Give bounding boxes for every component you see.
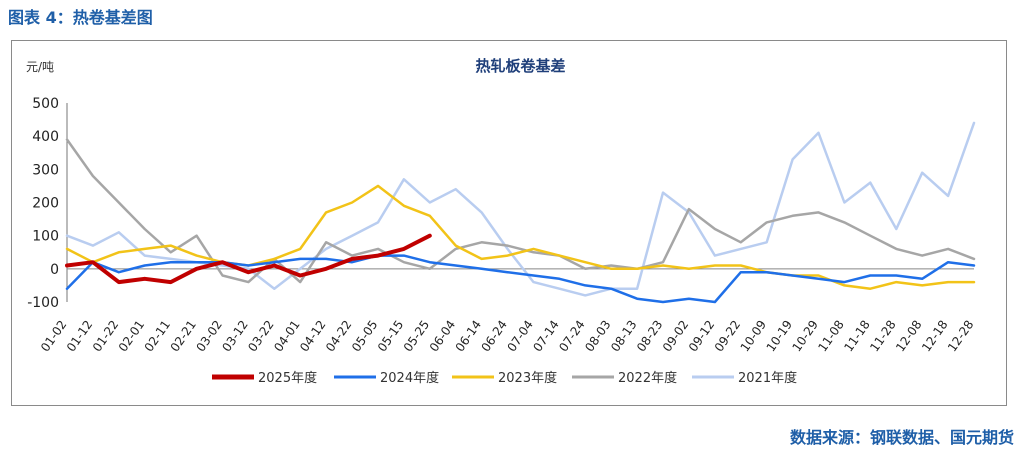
x-tick-label: 12-28 [945,318,976,355]
series-line [65,233,432,285]
x-tick-label: 05-05 [349,318,380,355]
legend-label: 2023年度 [498,370,557,386]
legend-label: 2021年度 [738,370,797,386]
x-tick-label: 05-15 [375,318,406,355]
series-line [65,121,976,297]
x-tick-label: 03-12 [219,318,250,355]
x-tick-label: 06-24 [479,318,510,355]
y-tick-label: 500 [32,96,59,112]
series-line [65,138,976,284]
x-tick-label: 12-18 [919,318,950,355]
x-tick-label: 08-13 [608,318,639,355]
chart-frame: 热轧板卷基差 元/吨 -100 0 100 200 300 400 500 01-02 01-12 0… [11,40,1007,406]
x-tick-label: 10-09 [738,318,769,355]
legend-label: 2024年度 [380,370,439,386]
y-tick-label: -100 [27,295,59,311]
x-tick-label: 09-02 [660,318,691,355]
x-tick-label: 07-14 [530,318,561,355]
x-tick-label: 04-12 [297,318,328,355]
y-tick-label: 400 [32,129,59,145]
chart-title: 热轧板卷基差 [475,57,565,75]
x-tick-label: 09-22 [712,318,743,355]
x-tick-label: 10-19 [764,318,795,355]
y-tick-label: 100 [32,229,59,245]
y-tick-label: 300 [32,162,59,178]
x-tick-label: 06-04 [427,318,458,355]
x-tick-label: 01-12 [64,318,95,355]
x-tick-label: 02-11 [142,318,173,355]
x-tick-label: 11-18 [841,318,872,355]
legend-label: 2022年度 [618,370,677,386]
x-tick-label: 04-22 [323,318,354,355]
x-tick-label: 08-03 [582,318,613,355]
x-tick-label: 09-12 [686,318,717,355]
x-tick-label: 11-08 [815,318,846,355]
x-tick-label: 08-23 [634,318,665,355]
legend-label: 2025年度 [258,370,317,386]
source-note: 数据来源：钢联数据、国元期货 [789,428,1014,447]
y-tick-label: 200 [32,196,59,212]
x-tick-label: 11-28 [867,318,898,355]
x-tick-label: 04-01 [271,318,302,355]
x-tick-label: 07-24 [556,318,587,355]
y-tick-label: 0 [50,262,59,278]
x-tick-label: 01-02 [38,318,69,355]
x-tick-label: 02-21 [168,318,199,355]
x-tick-label: 07-04 [504,318,535,355]
y-axis-label: 元/吨 [26,60,54,74]
series-line [65,254,976,304]
x-tick-label: 02-01 [116,318,147,355]
x-tick-label: 01-22 [90,318,121,355]
x-tick-label: 12-08 [893,318,924,355]
line-chart: 热轧板卷基差元/吨-100010020030040050001-0201-120… [26,57,976,386]
x-tick-label: 10-29 [790,318,821,355]
x-tick-label: 03-02 [193,318,224,355]
x-tick-label: 06-14 [453,318,484,355]
x-tick-label: 05-25 [401,318,432,355]
x-tick-label: 03-22 [245,318,276,355]
figure-caption: 图表 4：热卷基差图 [8,8,153,27]
